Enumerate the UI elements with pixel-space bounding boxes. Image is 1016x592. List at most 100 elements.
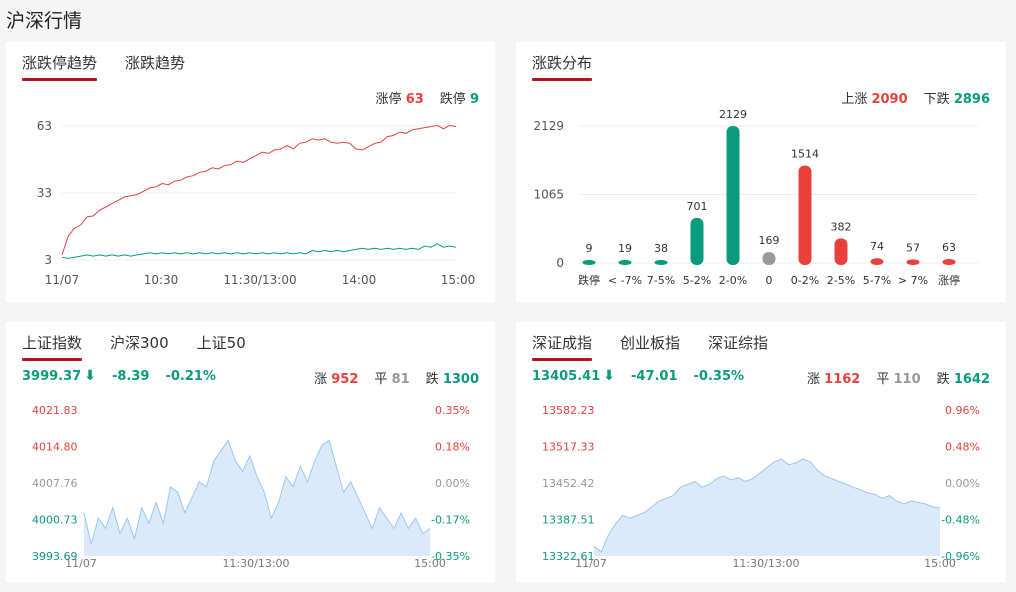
y-tick-label-right: 0.96% (945, 404, 980, 417)
sh-change-pct: -0.21% (165, 368, 216, 384)
x-tick-label: 11/07 (45, 273, 80, 287)
sz-index-panel: 深证成指 创业板指 深证综指 13405.41 ⬇ -47.01 -0.35% 涨… (516, 322, 1006, 582)
sh-price-value: 3999.37 (22, 369, 82, 384)
y-tick-label-left: 4021.83 (32, 404, 78, 417)
limit-down-stat: 跌停 9 (440, 88, 479, 107)
distribution-stats: 上涨 2090 下跌 2896 (841, 88, 990, 107)
sz-fall-label: 跌 (936, 372, 950, 387)
sh-flat-label: 平 (374, 372, 388, 387)
x-category-label: 0-2% (791, 274, 819, 287)
bar-value-label: 57 (906, 241, 920, 254)
down-count-stat: 下跌 2896 (924, 88, 990, 107)
y-tick-label-left: 4000.73 (32, 514, 78, 527)
tab-csi300[interactable]: 沪深300 (110, 334, 169, 352)
x-category-label: 2-5% (827, 274, 855, 287)
limit-up-value: 63 (405, 92, 424, 107)
x-tick-label: 11:30/13:00 (223, 273, 296, 287)
y-tick-label-right: 0.48% (945, 441, 980, 454)
x-tick-label: 15:00 (441, 273, 476, 287)
distribution-bar (762, 252, 776, 265)
sh-flat-value: 81 (391, 372, 410, 387)
y-tick-label-right: 0.00% (945, 477, 980, 490)
arrow-down-icon: ⬇ (84, 368, 96, 384)
bar-value-label: 701 (687, 200, 708, 213)
y-tick-label-left: 13517.33 (542, 441, 595, 454)
bar-value-label: 169 (759, 234, 780, 247)
distribution-chart: 2129 1065 0 9 跌停 19 < -7% 38 7-5% 701 5-2% 2129 2-0%… (533, 108, 978, 287)
down-count-label: 下跌 (923, 92, 950, 107)
bar-value-label: 74 (870, 240, 884, 253)
bar-value-label: 63 (942, 241, 956, 254)
sh-index-panel: 上证指数 沪深300 上证50 3999.37 ⬇ -8.39 -0.21% 涨 … (6, 322, 495, 582)
limit-up-stat: 涨停 63 (376, 88, 424, 107)
x-tick-label: 11/07 (65, 557, 97, 570)
sh-breadth: 涨 952 平 81 跌 1300 (314, 368, 479, 387)
sh-fall-stat: 跌 1300 (426, 368, 479, 387)
y-tick-label: 1065 (533, 187, 564, 201)
y-tick-label-left: 13582.23 (542, 404, 595, 417)
tab-szse-composite[interactable]: 深证综指 (708, 334, 769, 352)
y-tick-label-left: 4007.76 (32, 477, 78, 490)
up-count-value: 2090 (871, 92, 908, 107)
tab-chinext[interactable]: 创业板指 (620, 334, 681, 352)
distribution-bar (618, 260, 632, 265)
limit-down-value: 9 (469, 92, 479, 107)
arrow-down-icon: ⬇ (603, 368, 615, 384)
sz-rise-stat: 涨 1162 (807, 368, 860, 387)
distribution-bar (582, 260, 596, 265)
tab-limit-trend[interactable]: 涨跌停趋势 (22, 54, 98, 81)
sz-flat-value: 110 (893, 372, 921, 387)
x-category-label: 涨停 (938, 273, 960, 287)
distribution-tabs: 涨跌分布 (532, 52, 593, 81)
index-line (593, 458, 941, 553)
distribution-bar (906, 259, 920, 265)
bar-value-label: 38 (654, 242, 668, 255)
sz-quote-row: 13405.41 ⬇ -47.01 -0.35% (532, 368, 744, 384)
tab-distribution[interactable]: 涨跌分布 (532, 54, 593, 81)
sh-fall-label: 跌 (425, 372, 439, 387)
x-tick-label: 10:30 (144, 273, 179, 287)
sz-flat-stat: 平 110 (876, 368, 920, 387)
distribution-bar (834, 238, 848, 265)
sz-rise-value: 1162 (824, 372, 861, 387)
y-tick-label: 33 (37, 186, 52, 200)
tab-sse-composite[interactable]: 上证指数 (22, 334, 83, 361)
sz-index-chart: 13582.23 0.96% 13517.33 0.48% 13452.42 0.00% 1… (542, 404, 980, 570)
tab-rise-fall-trend[interactable]: 涨跌趋势 (125, 54, 186, 72)
distribution-bar (690, 217, 704, 265)
y-tick-label-right: -0.48% (941, 514, 980, 527)
y-tick-label-right: -0.96% (941, 550, 980, 563)
bar-value-label: 9 (586, 242, 593, 255)
sh-price: 3999.37 ⬇ (22, 368, 96, 384)
x-tick-label: 15:00 (414, 557, 446, 570)
sz-rise-label: 涨 (807, 372, 821, 387)
bar-value-label: 382 (831, 220, 852, 233)
sh-rise-label: 涨 (314, 372, 328, 387)
x-tick-label: 14:00 (342, 273, 377, 287)
index-area (84, 440, 430, 556)
sz-change-pct: -0.35% (693, 368, 745, 384)
up-count-stat: 上涨 2090 (841, 88, 907, 107)
y-tick-label: 2129 (533, 119, 564, 133)
sh-rise-stat: 涨 952 (314, 368, 358, 387)
x-category-label: 2-0% (719, 274, 747, 287)
y-tick-label-right: 0.35% (435, 404, 470, 417)
tab-sse50[interactable]: 上证50 (196, 334, 246, 352)
limit-stats: 涨停 63 跌停 9 (376, 88, 479, 107)
sz-breadth: 涨 1162 平 110 跌 1642 (807, 368, 990, 387)
distribution-panel: 涨跌分布 上涨 2090 下跌 2896 2129 1065 0 9 跌停 19 < -7%… (516, 42, 1006, 302)
tab-szse-component[interactable]: 深证成指 (532, 334, 593, 361)
y-tick-label-left: 3993.69 (32, 550, 78, 563)
distribution-bar (942, 258, 956, 265)
sz-price: 13405.41 ⬇ (532, 368, 615, 384)
sz-fall-value: 1642 (953, 372, 990, 387)
sz-price-value: 13405.41 (532, 369, 601, 384)
x-tick-label: 15:00 (924, 557, 956, 570)
sh-rise-value: 952 (331, 372, 359, 387)
sz-index-tabs: 深证成指 创业板指 深证综指 (532, 332, 769, 361)
distribution-bar (798, 165, 812, 265)
distribution-bar (654, 260, 668, 265)
sh-index-tabs: 上证指数 沪深300 上证50 (22, 332, 246, 361)
distribution-bar (726, 126, 740, 265)
